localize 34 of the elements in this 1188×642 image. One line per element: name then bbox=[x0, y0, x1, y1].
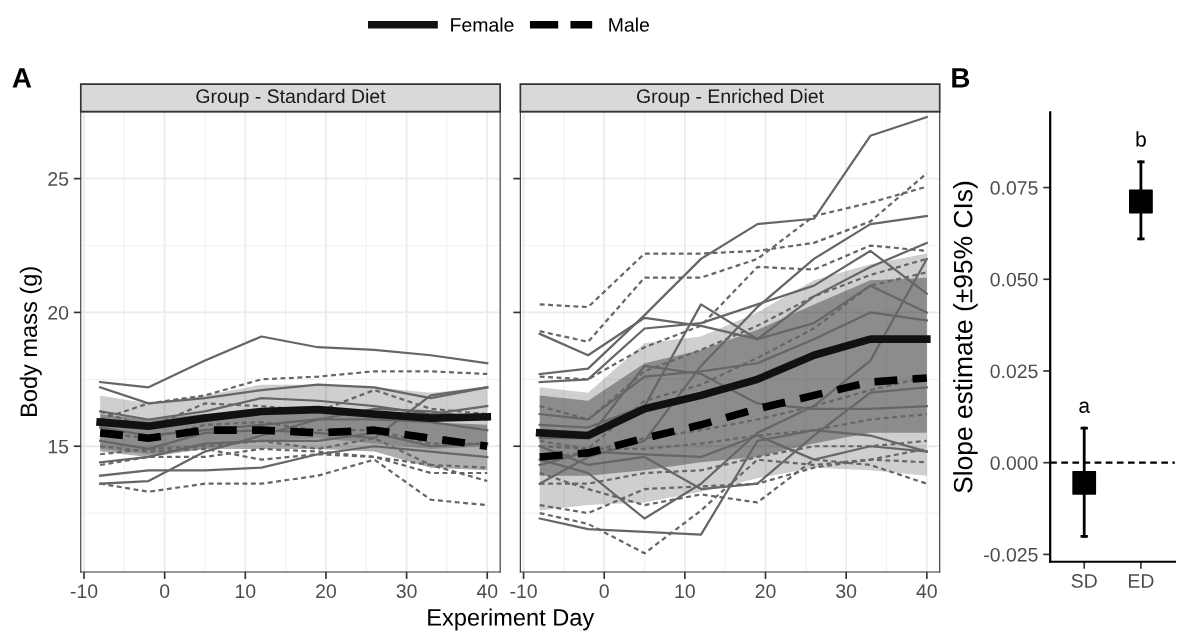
y-tick-label: 25 bbox=[48, 172, 69, 186]
x-tick-label: 20 bbox=[755, 584, 776, 599]
x-tick-label: 10 bbox=[675, 584, 695, 599]
y-tick-label: 0.000 bbox=[990, 456, 1038, 470]
y-tick-label: -0.025 bbox=[984, 547, 1038, 562]
annotation: a bbox=[1079, 401, 1090, 413]
x-axis-title: Experiment Day bbox=[428, 608, 595, 631]
y-tick-label: 20 bbox=[48, 305, 69, 320]
y-tick-label: 0.025 bbox=[990, 364, 1038, 379]
legend-label: Male bbox=[609, 17, 650, 32]
x-tick-label: 10 bbox=[235, 584, 256, 599]
x-tick-label: 40 bbox=[476, 584, 498, 599]
x-tick-label: 20 bbox=[316, 584, 337, 599]
y-axis-title: Body mass (g) bbox=[19, 267, 42, 417]
x-tick-label: SD bbox=[1071, 574, 1097, 588]
chart-title: Group - Enriched Diet bbox=[636, 88, 824, 107]
x-tick-label: 0 bbox=[160, 584, 170, 599]
y-tick-label: 0.075 bbox=[990, 181, 1038, 195]
chart-title: Group - Standard Diet bbox=[196, 88, 386, 107]
annotation: b bbox=[1136, 131, 1146, 147]
text: B bbox=[952, 68, 970, 88]
x-tick-label: ED bbox=[1129, 574, 1154, 588]
x-tick-label: 30 bbox=[836, 584, 857, 599]
line-series bbox=[99, 335, 489, 389]
y-tick-label: 15 bbox=[48, 439, 69, 454]
x-tick-label: 40 bbox=[916, 584, 937, 599]
x-tick-label: 30 bbox=[396, 584, 417, 599]
legend-label: Female bbox=[451, 17, 514, 32]
x-tick-label: -10 bbox=[510, 584, 537, 599]
x-tick-label: -10 bbox=[70, 584, 98, 599]
y-axis-title: Slope estimate (±95% CIs) bbox=[953, 181, 978, 493]
text: A bbox=[12, 68, 32, 88]
x-tick-label: 0 bbox=[599, 584, 609, 599]
y-tick-label: 0.050 bbox=[990, 272, 1038, 287]
